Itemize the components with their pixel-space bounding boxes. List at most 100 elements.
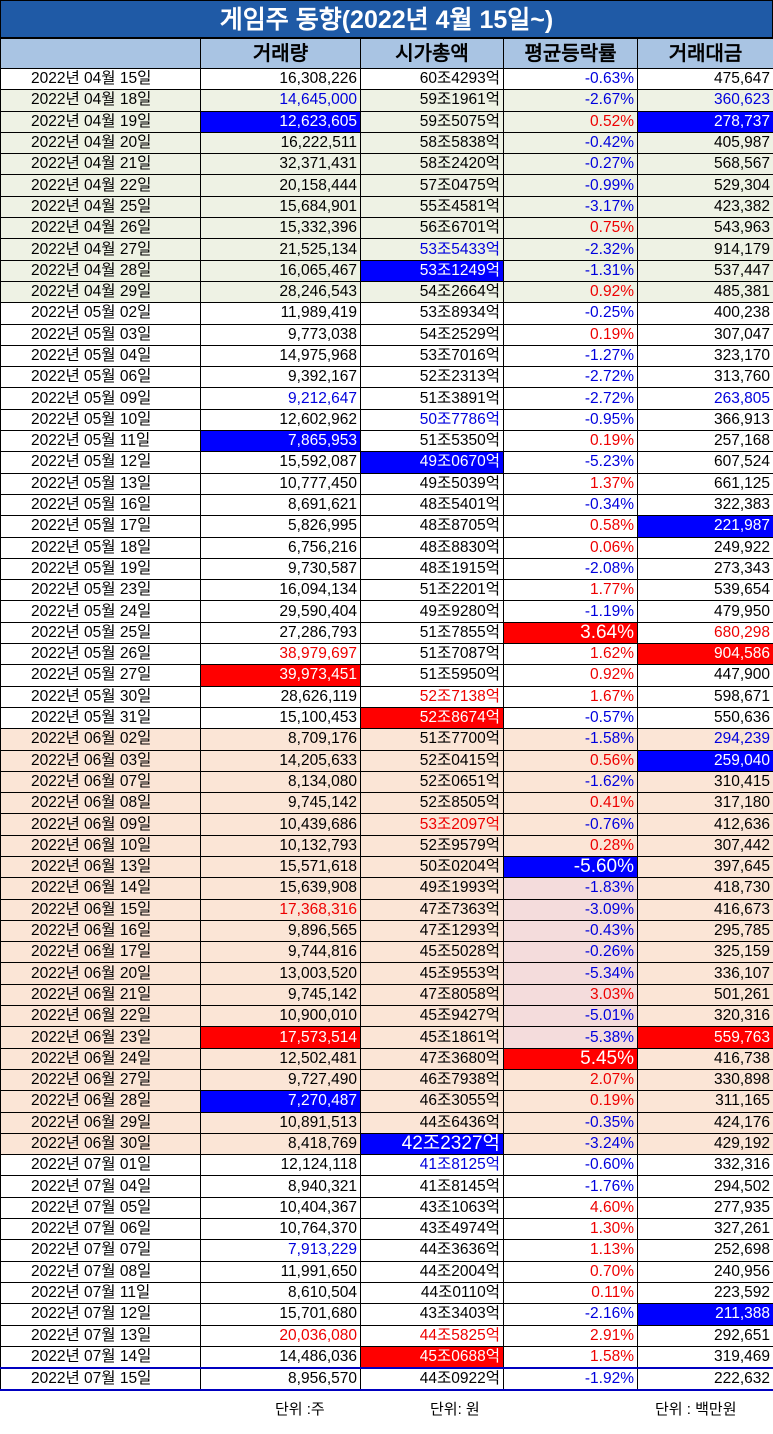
cell-avg-change: -0.26% [503, 941, 638, 964]
cell-volume: 11,991,650 [200, 1260, 361, 1283]
cell-date: 2022년 05월 19일 [0, 557, 201, 581]
table-row: 2022년 05월 31일 15,100,453 52조8674억 -0.57% 550… [0, 706, 773, 730]
table-row: 2022년 07월 05일 10,404,367 43조1063억 4.60% 277,… [0, 1196, 773, 1220]
table-row: 2022년 06월 08일 9,745,142 52조8505억 0.41% 317,1… [0, 792, 773, 815]
cell-avg-change: 0.52% [503, 110, 638, 133]
cell-volume: 9,896,565 [200, 919, 361, 943]
unit-volume: 단위 :주 [275, 1400, 325, 1418]
cell-market-cap: 58조2420억 [360, 153, 504, 176]
cell-trade-amount: 278,737 [637, 110, 773, 133]
cell-market-cap: 49조9280억 [360, 600, 504, 623]
cell-volume: 32,371,431 [200, 153, 361, 176]
table-row: 2022년 06월 09일 10,439,686 53조2097억 -0.76% 412… [0, 813, 773, 836]
cell-volume: 9,727,490 [200, 1068, 361, 1092]
cell-volume: 10,891,513 [200, 1111, 361, 1134]
cell-avg-change: -0.42% [503, 131, 638, 155]
cell-trade-amount: 323,170 [637, 344, 773, 368]
cell-avg-change: 1.58% [503, 1345, 638, 1369]
trend-table: 거래량 시가총액 평균등락률 거래대금 2022년 04월 15일 16,308,… [0, 38, 773, 1391]
table-row: 2022년 05월 16일 8,691,621 48조5401억 -0.34% 322,… [0, 493, 773, 517]
cell-date: 2022년 04월 21일 [0, 153, 201, 176]
table-row: 2022년 04월 25일 15,684,901 55조4581억 -3.17% 423… [0, 195, 773, 219]
cell-trade-amount: 423,382 [637, 195, 773, 219]
table-row: 2022년 06월 21일 9,745,142 47조8058억 3.03% 501,2… [0, 983, 773, 1007]
cell-date: 2022년 05월 24일 [0, 600, 201, 623]
cell-volume: 12,502,481 [200, 1047, 361, 1070]
cell-avg-change: -0.95% [503, 408, 638, 432]
cell-trade-amount: 310,415 [637, 770, 773, 794]
cell-trade-amount: 273,343 [637, 557, 773, 581]
cell-date: 2022년 06월 09일 [0, 813, 201, 836]
cell-avg-change: -5.60% [503, 855, 638, 879]
cell-date: 2022년 04월 28일 [0, 259, 201, 282]
cell-volume: 15,684,901 [200, 195, 361, 219]
cell-market-cap: 46조3055억 [360, 1090, 504, 1113]
cell-market-cap: 53조5433억 [360, 238, 504, 261]
cell-market-cap: 44조3636억 [360, 1239, 504, 1262]
cell-date: 2022년 04월 18일 [0, 89, 201, 112]
cell-avg-change: 0.56% [503, 749, 638, 772]
cell-market-cap: 53조1249억 [360, 259, 504, 282]
table-row: 2022년 07월 13일 20,036,080 44조5825억 2.91% 292,… [0, 1324, 773, 1347]
header-date [0, 38, 201, 69]
cell-volume: 21,525,134 [200, 238, 361, 261]
cell-date: 2022년 04월 22일 [0, 174, 201, 197]
cell-trade-amount: 416,673 [637, 898, 773, 921]
cell-date: 2022년 06월 30일 [0, 1132, 201, 1156]
cell-market-cap: 47조3680억 [360, 1047, 504, 1070]
cell-volume: 15,100,453 [200, 706, 361, 730]
cell-market-cap: 56조6701억 [360, 217, 504, 240]
cell-volume: 7,913,229 [200, 1239, 361, 1262]
cell-date: 2022년 06월 13일 [0, 855, 201, 879]
cell-avg-change: 1.30% [503, 1218, 638, 1241]
table-row: 2022년 07월 04일 8,940,321 41조8145억 -1.76% 294,… [0, 1175, 773, 1198]
table-row: 2022년 04월 18일 14,645,000 59조1961억 -2.67% 360… [0, 89, 773, 112]
cell-avg-change: -1.27% [503, 344, 638, 368]
cell-trade-amount: 598,671 [637, 685, 773, 708]
cell-trade-amount: 327,261 [637, 1218, 773, 1241]
cell-volume: 11,989,419 [200, 302, 361, 325]
cell-market-cap: 47조8058억 [360, 983, 504, 1007]
table-row: 2022년 06월 14일 15,639,908 49조1993억 -1.83% 418… [0, 877, 773, 900]
cell-avg-change: 0.70% [503, 1260, 638, 1283]
cell-trade-amount: 311,165 [637, 1090, 773, 1113]
cell-avg-change: 1.37% [503, 472, 638, 495]
cell-market-cap: 54조2664억 [360, 280, 504, 304]
cell-market-cap: 41조8145억 [360, 1175, 504, 1198]
cell-trade-amount: 397,645 [637, 855, 773, 879]
cell-market-cap: 52조0415억 [360, 749, 504, 772]
table-row: 2022년 05월 17일 5,826,995 48조8705억 0.58% 221,9… [0, 515, 773, 538]
table-row: 2022년 04월 21일 32,371,431 58조2420억 -0.27% 568… [0, 153, 773, 176]
cell-trade-amount: 568,567 [637, 153, 773, 176]
cell-avg-change: 0.58% [503, 515, 638, 538]
cell-trade-amount: 661,125 [637, 472, 773, 495]
cell-trade-amount: 429,192 [637, 1132, 773, 1156]
cell-trade-amount: 263,805 [637, 387, 773, 410]
cell-date: 2022년 05월 04일 [0, 344, 201, 368]
cell-trade-amount: 319,469 [637, 1345, 773, 1369]
cell-market-cap: 51조2201억 [360, 579, 504, 602]
cell-date: 2022년 05월 30일 [0, 685, 201, 708]
cell-date: 2022년 06월 02일 [0, 728, 201, 751]
table-row: 2022년 04월 26일 15,332,396 56조6701억 0.75% 543,… [0, 217, 773, 240]
cell-avg-change: -5.38% [503, 1026, 638, 1049]
table-row: 2022년 06월 23일 17,573,514 45조1861억 -5.38% 559… [0, 1026, 773, 1049]
cell-volume: 16,065,467 [200, 259, 361, 282]
cell-avg-change: 0.19% [503, 323, 638, 346]
cell-volume: 12,124,118 [200, 1154, 361, 1177]
cell-trade-amount: 360,623 [637, 89, 773, 112]
header-market-cap: 시가총액 [360, 38, 504, 69]
cell-avg-change: 0.06% [503, 536, 638, 559]
cell-avg-change: -1.62% [503, 770, 638, 794]
cell-market-cap: 52조8505억 [360, 792, 504, 815]
cell-market-cap: 51조7700억 [360, 728, 504, 751]
cell-trade-amount: 221,987 [637, 515, 773, 538]
table-row: 2022년 07월 08일 11,991,650 44조2004억 0.70% 240,… [0, 1260, 773, 1283]
table-row: 2022년 05월 18일 6,756,216 48조8830억 0.06% 249,9… [0, 536, 773, 559]
table-row: 2022년 05월 04일 14,975,968 53조7016억 -1.27% 323… [0, 344, 773, 368]
cell-date: 2022년 06월 08일 [0, 792, 201, 815]
table-row: 2022년 04월 19일 12,623,605 59조5075억 0.52% 278,… [0, 110, 773, 133]
cell-market-cap: 55조4581억 [360, 195, 504, 219]
cell-date: 2022년 05월 13일 [0, 472, 201, 495]
cell-avg-change: -2.08% [503, 557, 638, 581]
